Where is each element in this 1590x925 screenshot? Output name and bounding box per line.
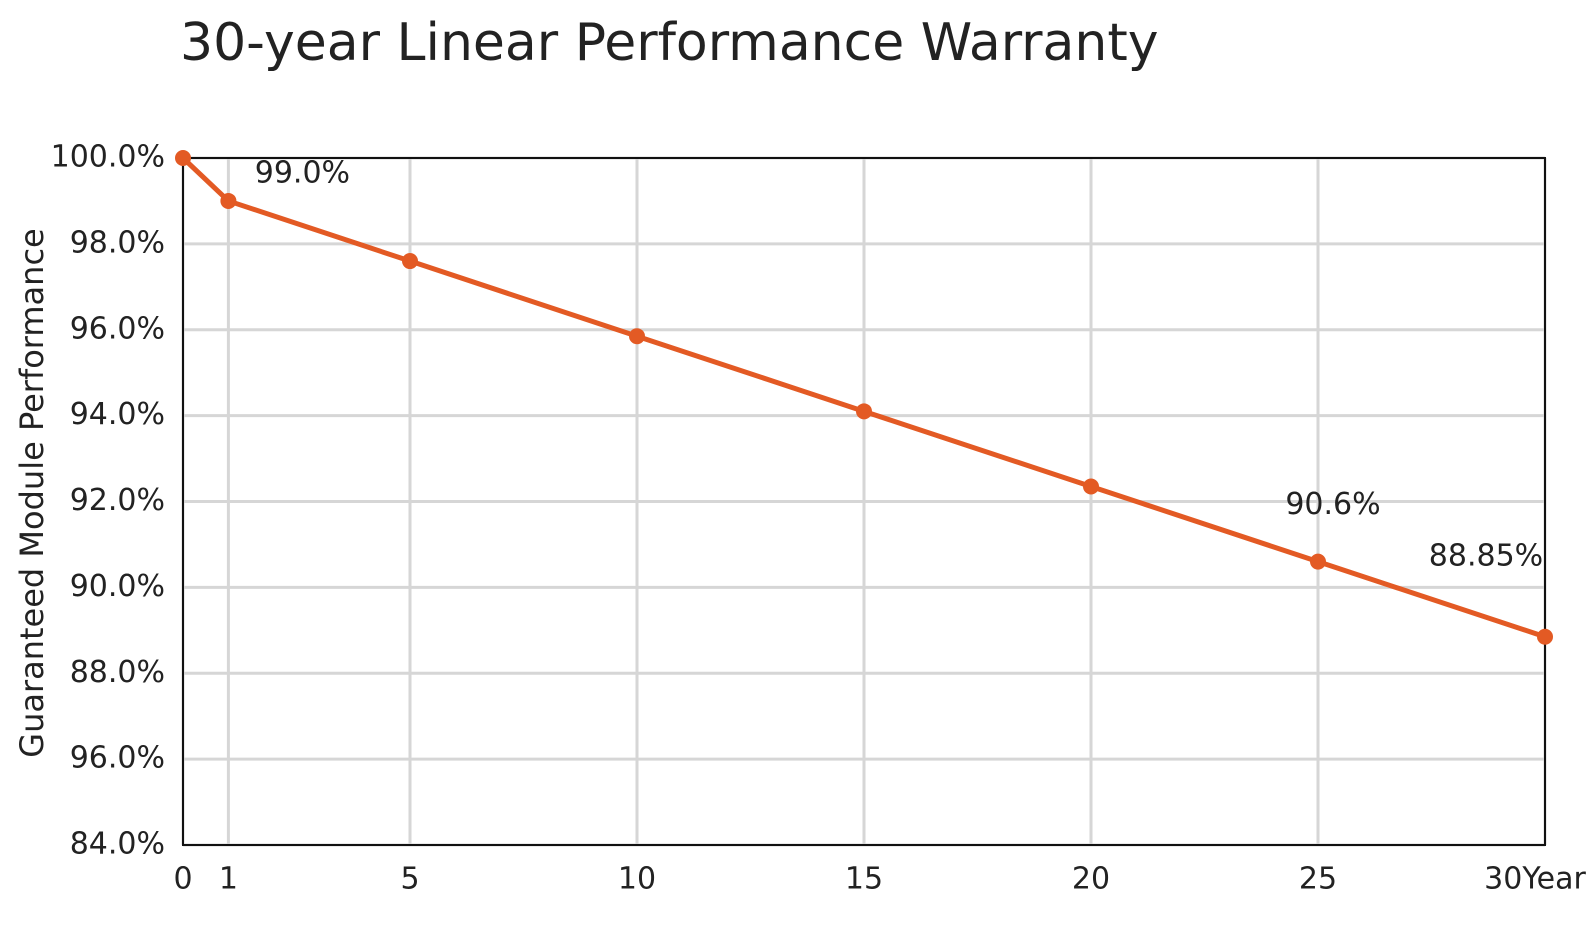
y-tick-label: 88.0%	[70, 655, 165, 690]
y-tick-label: 96.0%	[70, 741, 165, 776]
point	[1310, 553, 1326, 570]
y-tick-label: 84.0%	[70, 827, 165, 862]
chart-title: 30-year Linear Performance Warranty	[180, 13, 1159, 73]
point	[402, 253, 418, 270]
x-tick-label: 10	[618, 862, 656, 897]
y-tick-label: 100.0%	[51, 140, 165, 175]
point	[175, 150, 191, 166]
point	[1537, 628, 1553, 645]
y-axis-label: Guaranteed Module Performance	[13, 228, 51, 757]
y-tick-label: 90.0%	[70, 569, 165, 604]
plot-frame	[182, 157, 1546, 846]
point	[1083, 478, 1099, 495]
x-tick-label: 30Year	[1484, 862, 1586, 897]
y-tick-label: 96.0%	[70, 311, 165, 346]
x-tick-label: 0	[173, 862, 192, 897]
y-tick-label: 98.0%	[70, 225, 165, 260]
y-tick-label: 94.0%	[70, 397, 165, 432]
point	[856, 403, 872, 420]
x-tick-label: 15	[845, 862, 883, 897]
point	[629, 328, 645, 345]
data-label: 90.6%	[1285, 487, 1380, 522]
point	[220, 192, 237, 209]
x-tick-label: 20	[1072, 862, 1110, 897]
x-tick-label: 1	[219, 862, 238, 897]
data-label: 88.85%	[1429, 538, 1543, 573]
data-label: 99.0%	[255, 155, 350, 190]
x-tick-label: 5	[400, 862, 419, 897]
x-tick-label: 25	[1299, 862, 1337, 897]
y-tick-label: 92.0%	[70, 483, 165, 518]
line	[181, 156, 1546, 640]
